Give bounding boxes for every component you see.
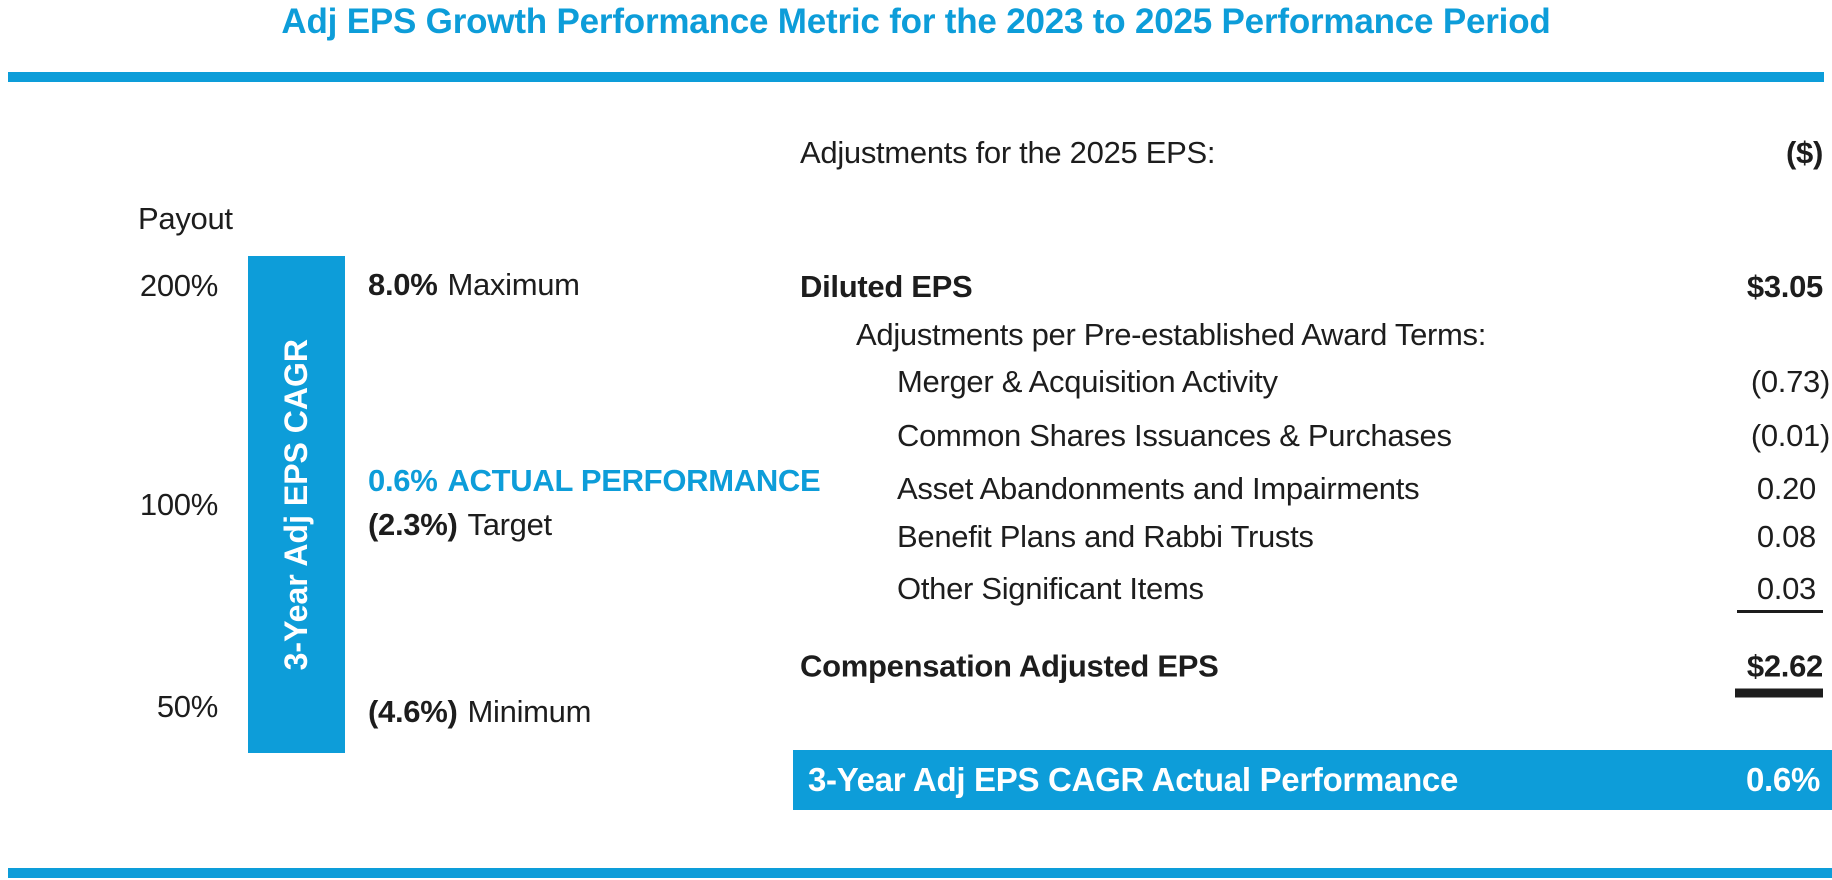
marker-target: (2.3%) Target xyxy=(368,507,552,543)
minimum-value: (4.6%) xyxy=(368,694,458,729)
bottom-divider-rule xyxy=(8,868,1832,878)
row-label: Asset Abandonments and Impairments xyxy=(897,471,1420,506)
cagr-bar-label: 3-Year Adj EPS CAGR xyxy=(278,338,314,671)
cagr-metric-bar: 3-Year Adj EPS CAGR xyxy=(248,256,345,753)
figure-title: Adj EPS Growth Performance Metric for th… xyxy=(281,2,1551,41)
row-label: Merger & Acquisition Activity xyxy=(897,364,1278,399)
table-row-other-significant-items: Other Significant Items 0.03 xyxy=(800,571,1823,613)
table-row-asset-abandonments: Asset Abandonments and Impairments 0.20 xyxy=(800,471,1823,507)
row-value: (0.73) xyxy=(1750,364,1830,399)
adjustments-header-label: Adjustments for the 2025 EPS: xyxy=(800,135,1216,170)
row-label: Other Significant Items xyxy=(897,571,1204,606)
adjustments-header-row: Adjustments for the 2025 EPS: ($) xyxy=(800,135,1823,171)
row-value: $2.62 xyxy=(1735,649,1823,692)
row-value: (0.01) xyxy=(1750,418,1830,453)
payout-tick-200: 200% xyxy=(139,268,218,303)
table-row-award-terms-heading: Adjustments per Pre-established Award Te… xyxy=(800,317,1823,353)
actual-performance-banner: 3-Year Adj EPS CAGR Actual Performance 0… xyxy=(793,750,1832,810)
top-divider-rule xyxy=(8,72,1824,82)
table-row-diluted-eps: Diluted EPS $3.05 xyxy=(800,269,1823,305)
target-value: (2.3%) xyxy=(368,507,458,542)
row-value: 0.03 xyxy=(1737,571,1823,613)
row-label: Benefit Plans and Rabbi Trusts xyxy=(897,519,1314,554)
row-value: 0.08 xyxy=(1756,519,1816,554)
maximum-label: Maximum xyxy=(447,267,580,302)
row-label: Diluted EPS xyxy=(800,269,973,304)
target-label: Target xyxy=(467,507,553,542)
maximum-value: 8.0% xyxy=(368,267,438,302)
payout-tick-100: 100% xyxy=(139,487,218,522)
table-row-common-shares: Common Shares Issuances & Purchases (0.0… xyxy=(800,418,1830,454)
marker-minimum: (4.6%) Minimum xyxy=(368,694,591,730)
table-row-merger-acquisition: Merger & Acquisition Activity (0.73) xyxy=(800,364,1830,400)
currency-unit-header: ($) xyxy=(1786,135,1823,170)
marker-maximum: 8.0% Maximum xyxy=(368,267,580,303)
table-row-benefit-plans: Benefit Plans and Rabbi Trusts 0.08 xyxy=(800,519,1823,555)
row-value: 0.20 xyxy=(1756,471,1816,506)
banner-value: 0.6% xyxy=(1745,761,1820,798)
row-label: Common Shares Issuances & Purchases xyxy=(897,418,1452,453)
minimum-label: Minimum xyxy=(467,694,592,729)
actual-performance-value: 0.6% xyxy=(368,463,438,498)
table-row-compensation-adjusted-eps: Compensation Adjusted EPS $2.62 xyxy=(800,649,1823,692)
banner-label: 3-Year Adj EPS CAGR Actual Performance xyxy=(808,761,1459,798)
row-label: Adjustments per Pre-established Award Te… xyxy=(856,317,1487,352)
row-label: Compensation Adjusted EPS xyxy=(800,648,1219,684)
marker-actual-performance: 0.6% ACTUAL PERFORMANCE xyxy=(368,463,821,499)
payout-tick-50: 50% xyxy=(156,689,218,724)
actual-performance-label: ACTUAL PERFORMANCE xyxy=(447,463,821,498)
payout-axis-title: Payout xyxy=(138,201,233,236)
row-value: $3.05 xyxy=(1746,269,1823,304)
